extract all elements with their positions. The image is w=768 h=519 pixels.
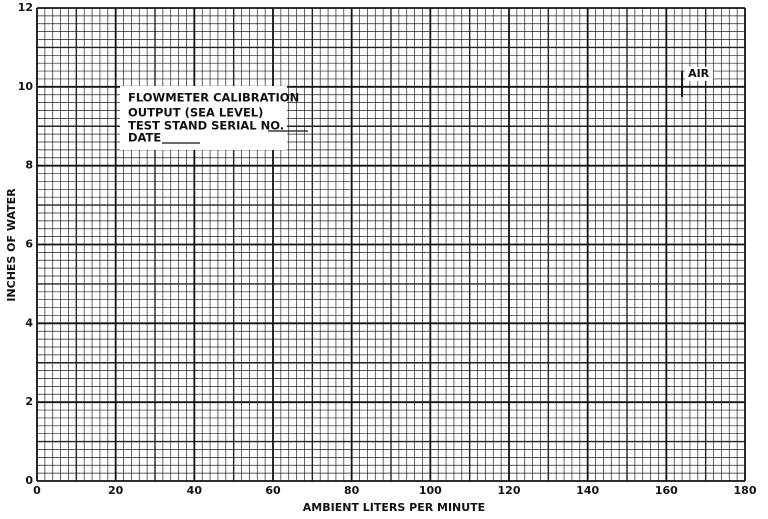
y-tick-label: 8 (25, 159, 33, 172)
x-tick-label: 180 (734, 484, 757, 497)
y-tick-label: 4 (25, 316, 33, 329)
y-tick-label: 2 (25, 395, 33, 408)
grid (36, 7, 746, 482)
label-box: FLOWMETER CALIBRATION OUTPUT (SEA LEVEL)… (120, 86, 308, 150)
label-box-bg (120, 86, 287, 150)
x-tick-label: 160 (655, 484, 678, 497)
legend-bg (685, 66, 714, 81)
x-tick-label: 60 (265, 484, 281, 497)
x-tick-label: 0 (33, 484, 41, 497)
box-line: OUTPUT (SEA LEVEL) (128, 106, 263, 120)
y-tick-label: 12 (18, 1, 33, 14)
x-axis-label: AMBIENT LITERS PER MINUTE (303, 501, 485, 514)
legend-entry: AIR (688, 67, 710, 80)
y-tick-label: 0 (25, 474, 33, 487)
box-line: DATE (128, 131, 161, 145)
x-tick-label: 100 (419, 484, 442, 497)
plot: AIR (681, 66, 714, 97)
x-tick-label: 140 (576, 484, 599, 497)
box-line: TEST STAND SERIAL NO. (128, 119, 284, 133)
y-tick-label: 6 (25, 238, 33, 251)
x-tick-label: 120 (498, 484, 521, 497)
y-axis-label: INCHES OF WATER (5, 188, 18, 302)
box-title: FLOWMETER CALIBRATION (128, 91, 299, 105)
x-tick-label: 40 (187, 484, 203, 497)
x-tick-label: 80 (344, 484, 360, 497)
y-tick-label: 10 (18, 80, 34, 93)
x-tick-label: 20 (108, 484, 124, 497)
